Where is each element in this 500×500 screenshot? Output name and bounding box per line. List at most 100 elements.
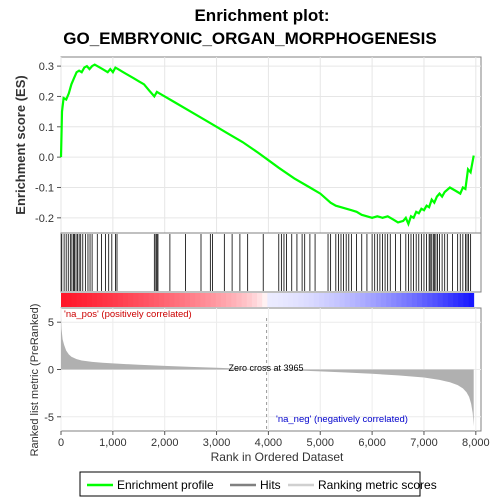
color-bar-cell bbox=[252, 293, 258, 307]
x-axis-label: Rank in Ordered Dataset bbox=[211, 450, 344, 464]
color-bar-cell bbox=[360, 293, 366, 307]
color-bar-cell bbox=[324, 293, 330, 307]
color-bar-cell bbox=[267, 293, 273, 307]
color-bar-cell bbox=[458, 293, 464, 307]
color-bar-cell bbox=[309, 293, 315, 307]
color-bar-cell bbox=[386, 293, 392, 307]
es-y-tick-label: -0.2 bbox=[35, 213, 54, 225]
color-bar-cell bbox=[87, 293, 93, 307]
color-bar-cell bbox=[381, 293, 387, 307]
es-y-axis-label: Enrichment score (ES) bbox=[13, 75, 28, 214]
x-axis-ticks: 0 1,000 2,000 3,000 4,000 5,000 6,000 7,000 8,00… bbox=[58, 431, 490, 449]
color-bar-cell bbox=[298, 293, 304, 307]
color-bar-cell bbox=[443, 293, 449, 307]
es-y-tick-label: 0.2 bbox=[39, 91, 54, 103]
color-bar-cell bbox=[463, 293, 469, 307]
color-bar-cell bbox=[195, 293, 201, 307]
x-tick-label: 5,000 bbox=[306, 437, 334, 449]
color-bar-cell bbox=[180, 293, 186, 307]
color-bar-cell bbox=[205, 293, 211, 307]
color-bar-cell bbox=[412, 293, 418, 307]
color-bar-cell bbox=[422, 293, 428, 307]
x-tick-label: 8,000 bbox=[462, 437, 490, 449]
color-bar-cell bbox=[149, 293, 155, 307]
color-bar-cell bbox=[432, 293, 438, 307]
color-bar-label-neg: 'na_neg' (negatively correlated) bbox=[276, 414, 408, 425]
color-bar-cell bbox=[371, 293, 377, 307]
color-bar-cells bbox=[61, 293, 474, 307]
color-bar-cell bbox=[82, 293, 88, 307]
es-panel: -0.2 -0.1 0.0 0.1 0.2 0.3 Enrichment score (E… bbox=[13, 57, 481, 233]
x-tick-label: 1,000 bbox=[99, 437, 127, 449]
color-bar-cell bbox=[154, 293, 160, 307]
color-bar-cell bbox=[128, 293, 134, 307]
x-tick-label: 4,000 bbox=[255, 437, 283, 449]
color-bar-cell bbox=[231, 293, 237, 307]
color-bar-cell bbox=[216, 293, 222, 307]
color-bar-cell bbox=[144, 293, 150, 307]
color-bar-cell bbox=[221, 293, 227, 307]
color-bar-cell bbox=[365, 293, 371, 307]
color-bar-cell bbox=[118, 293, 124, 307]
ranked-y-axis-label: Ranked list metric (PreRanked) bbox=[29, 304, 41, 457]
color-bar-cell bbox=[427, 293, 433, 307]
color-bar-cell bbox=[376, 293, 382, 307]
color-bar-cell bbox=[407, 293, 413, 307]
color-bar-cell bbox=[61, 293, 67, 307]
color-bar-cell bbox=[247, 293, 253, 307]
color-bar-cell bbox=[448, 293, 454, 307]
hits-panel-frame bbox=[61, 233, 481, 292]
color-bar-cell bbox=[200, 293, 206, 307]
color-bar bbox=[61, 293, 474, 307]
color-bar-cell bbox=[211, 293, 217, 307]
x-tick-label: 3,000 bbox=[203, 437, 231, 449]
color-bar-cell bbox=[92, 293, 98, 307]
color-bar-cell bbox=[66, 293, 72, 307]
color-bar-cell bbox=[242, 293, 248, 307]
color-bar-cell bbox=[123, 293, 129, 307]
ranked-y-ticks: -5 0 5 bbox=[44, 317, 61, 424]
color-bar-cell bbox=[288, 293, 294, 307]
chart-title-line1: Enrichment plot: bbox=[194, 6, 329, 25]
color-bar-cell bbox=[334, 293, 340, 307]
color-bar-cell bbox=[319, 293, 325, 307]
color-bar-cell bbox=[273, 293, 279, 307]
color-bar-cell bbox=[350, 293, 356, 307]
color-bar-cell bbox=[102, 293, 108, 307]
color-bar-cell bbox=[185, 293, 191, 307]
ranked-y-tick-label: 0 bbox=[48, 365, 54, 377]
x-tick-label: 7,000 bbox=[410, 437, 438, 449]
color-bar-cell bbox=[391, 293, 397, 307]
color-bar-cell bbox=[138, 293, 144, 307]
color-bar-cell bbox=[345, 293, 351, 307]
color-bar-cell bbox=[402, 293, 408, 307]
color-bar-cell bbox=[438, 293, 444, 307]
color-bar-cell bbox=[133, 293, 139, 307]
legend: Enrichment profile Hits Ranking metric s… bbox=[80, 472, 437, 496]
es-y-tick-label: -0.1 bbox=[35, 182, 54, 194]
x-tick-label: 6,000 bbox=[358, 437, 386, 449]
es-y-ticks: -0.2 -0.1 0.0 0.1 0.2 0.3 bbox=[35, 61, 61, 225]
color-bar-cell bbox=[257, 293, 263, 307]
color-bar-cell bbox=[303, 293, 309, 307]
color-bar-cell bbox=[76, 293, 82, 307]
chart-title-line2: GO_EMBRYONIC_ORGAN_MORPHOGENESIS bbox=[63, 29, 436, 48]
color-bar-cell bbox=[283, 293, 289, 307]
color-bar-cell bbox=[169, 293, 175, 307]
color-bar-cell bbox=[262, 293, 268, 307]
legend-label-hits: Hits bbox=[260, 478, 281, 492]
ranked-y-tick-label: -5 bbox=[44, 412, 54, 424]
zero-cross-label: Zero cross at 3965 bbox=[228, 363, 303, 373]
ranked-panel: Zero cross at 3965 'na_pos' (positively … bbox=[29, 304, 481, 457]
es-y-tick-label: 0.3 bbox=[39, 61, 54, 73]
color-bar-cell bbox=[293, 293, 299, 307]
color-bar-label-pos: 'na_pos' (positively correlated) bbox=[64, 309, 192, 320]
color-bar-cell bbox=[71, 293, 77, 307]
hits-panel bbox=[61, 233, 481, 292]
color-bar-cell bbox=[113, 293, 119, 307]
legend-label-enrichment: Enrichment profile bbox=[117, 478, 214, 492]
color-bar-cell bbox=[190, 293, 196, 307]
color-bar-cell bbox=[278, 293, 284, 307]
color-bar-cell bbox=[97, 293, 103, 307]
x-tick-label: 2,000 bbox=[151, 437, 179, 449]
